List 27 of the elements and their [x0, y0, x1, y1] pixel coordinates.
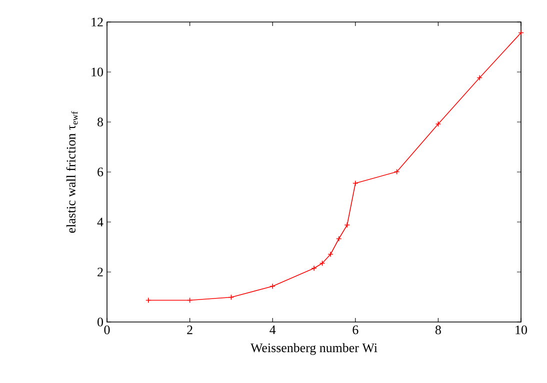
- point: [352, 180, 358, 186]
- y-tick-label: 8: [98, 118, 103, 126]
- point: [311, 265, 317, 272]
- x-tick-label: 10: [516, 326, 527, 334]
- point: [228, 294, 234, 300]
- x-tick-label: 2: [187, 326, 192, 334]
- y-tick-label: 0: [98, 318, 103, 326]
- point: [344, 222, 350, 228]
- y-tick-label: 10: [92, 68, 103, 76]
- point: [435, 121, 442, 127]
- x-tick-label: 6: [352, 326, 358, 334]
- point: [476, 74, 483, 81]
- x-tick-label: 8: [435, 326, 441, 334]
- x-axis-title: Weissenberg number Wi: [250, 343, 378, 355]
- y-tick-label: 6: [98, 168, 104, 176]
- point: [186, 297, 193, 304]
- point: [394, 168, 400, 175]
- point: [270, 283, 276, 290]
- x-tick-label: 0: [104, 326, 110, 334]
- point: [336, 236, 342, 242]
- y-tick-label: 4: [97, 218, 104, 226]
- point: [328, 251, 334, 258]
- y-tick-label: 2: [98, 268, 103, 276]
- point: [319, 260, 326, 266]
- y-axis-title: elastic wall friction τ$_{ewf}$: [66, 111, 78, 233]
- y-tick-label: 12: [92, 18, 103, 26]
- x-tick-label: 4: [270, 326, 276, 334]
